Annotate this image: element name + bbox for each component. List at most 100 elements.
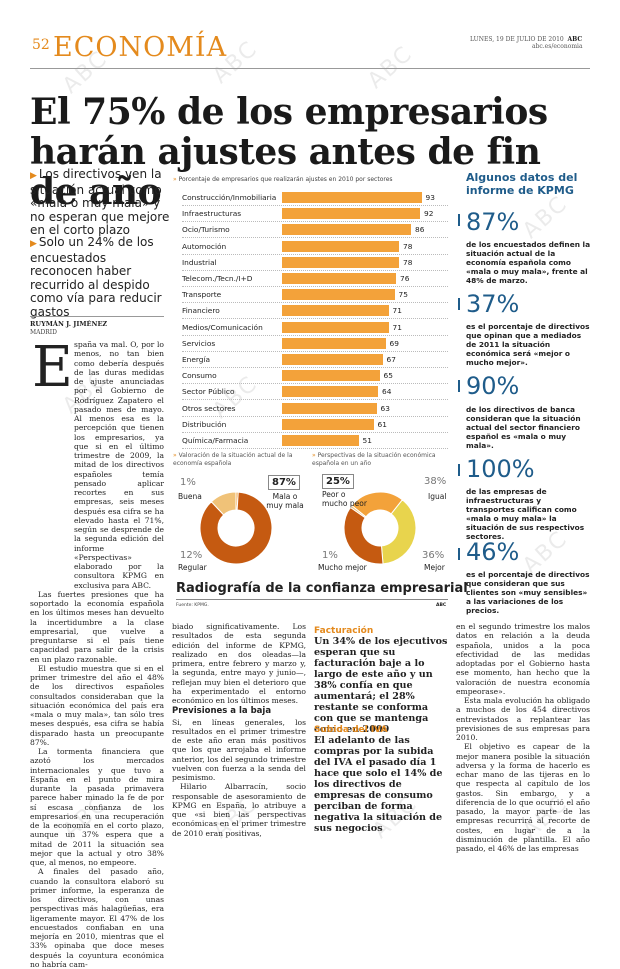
paragraph: spaña va mal. O, por lo menos, no tan bi… [74,340,164,590]
bar-value: 51 [362,436,372,445]
highlight-box-2: Subida del IVA El adelanto de las compra… [314,725,448,834]
bar [282,435,359,446]
pie-1-buena-label: Buena [178,492,202,501]
bar-label: Industrial [182,257,217,267]
bar-value: 78 [403,241,413,251]
bar-row: Energía 67 [182,352,448,368]
bar [282,256,399,268]
paragraph: en el segundo trimestre los malos datos … [456,622,590,696]
sidebar-text: es el porcentaje de directivos que consi… [466,570,590,615]
bar-label: Energía [182,355,211,364]
headline: El 75% de los empresarios harán ajustes … [30,91,548,213]
pie-1-title: » Valoración de la situación actual de l… [173,452,293,467]
bar [282,305,389,317]
bar-row: Ocio/Turismo 86 [182,222,448,239]
bar-value: 93 [425,193,435,202]
subheading: Previsiones a la baja [172,706,272,717]
section-title: ECONOMÍA [53,32,228,63]
pie-2-donut [343,491,417,565]
pie-2 [343,491,417,565]
pie-1-regular-pct: 12% [180,550,203,561]
pie-2-mejor-label: Mejor [424,563,445,572]
bar-value: 65 [383,371,393,381]
page-number: 52 [32,37,50,53]
bar-label: Construcción/Inmobiliaria [182,193,277,202]
bar-label: Otros sectores [182,403,236,413]
bar-value: 64 [382,387,392,397]
bar-value: 71 [392,322,402,332]
sidebar-text: de los directivos de banca consideran qu… [466,405,581,450]
bar [282,386,378,398]
bar-label: Ocio/Turismo [182,225,230,235]
bar-label: Consumo [182,371,217,381]
sidebar-title: Algunos datos del informe de KPMG [466,171,578,197]
paragraph: La tormenta financiera que azotó los mer… [30,747,164,867]
bar [282,192,422,203]
sidebar-stat: 46% [466,538,520,566]
sidebar-stat: 100% [466,455,535,483]
pie-1-mala-label: Mala o muy mala [266,492,304,510]
box-lead: Un 34% de los ejecutivos esperan que su … [314,636,448,735]
bar [282,273,396,284]
bar-row: Construcción/Inmobiliaria 93 [182,190,448,206]
pie-1-regular-label: Regular [178,563,207,572]
bar-label: Distribución [182,419,227,429]
pie-2-igual-pct: 38% [424,476,447,487]
bar-value: 63 [380,403,390,413]
bar-row: Consumo 65 [182,368,448,385]
paragraph: Las fuertes presiones que ha soportado l… [30,589,164,664]
bar-label: Servicios [182,338,216,348]
paragraph: Hilario Albarracín, socio responsable de… [172,782,306,838]
bar [282,354,383,365]
box-lead: El adelanto de las compras por la subida… [314,735,443,834]
bar-label: Sector Público [182,387,235,397]
brand: ABC [567,36,583,43]
pie-slice [343,506,384,565]
paragraph: Esta mala evolución ha obligado a muchos… [456,696,590,742]
bar-label: Telecom./Tecn./I+D [182,274,253,283]
bar-row: Industrial 78 [182,255,448,271]
article-column-2: biado significativamente. Los resultados… [172,622,306,838]
sidebar-tick [458,548,460,560]
bar-value: 71 [392,306,402,316]
pie-1 [199,491,273,565]
date: LUNES, 19 DE JULIO DE 2010 [470,36,564,43]
bar-label: Automoción [182,241,227,251]
site-url: abc.es/economia [532,43,583,50]
bar-value: 69 [389,338,399,348]
dateline: LUNES, 19 DE JULIO DE 2010 ABC abc.es/ec… [470,36,583,50]
pie-2-peor-label: Peor o mucho peor [322,490,367,508]
bar-value: 86 [415,225,425,235]
paragraph: El objetivo es capear de la mejor manera… [456,742,590,853]
bar-label: Medios/Comunicación [182,322,263,332]
pie-1-donut [199,491,273,565]
pie-2-title: » Perspectivas de la situación económica… [312,452,436,467]
sidebar-tick [458,214,460,226]
bar [282,208,420,220]
bar-value: 61 [377,419,387,429]
bar-row: Automoción 78 [182,239,448,255]
bar-value: 92 [424,209,434,219]
header-rule [30,68,590,69]
byline-rule [30,316,164,317]
pie-slice [380,499,417,565]
bar [282,402,377,414]
pie-1-mala-pct: 87% [268,475,300,490]
graphic-brand: ABC [436,603,447,608]
paragraph: A finales del pasado año, cuando la cons… [30,867,164,969]
bar-label: Química/Farmacia [182,436,249,445]
pie-slice [210,491,237,516]
box-heading: Facturación [314,626,374,636]
sidebar-text: es el porcentaje de directivos que opina… [466,322,590,367]
sidebar-text: de las empresas de infraestructuras y tr… [466,487,585,541]
bar-row: Distribución 61 [182,417,448,433]
pie-slice [199,491,273,565]
bar [282,337,386,349]
graphic-source: Fuente: KPMG. [176,603,209,608]
bar [282,240,399,252]
bar-row: Otros sectores 63 [182,401,448,417]
sidebar-stat: 87% [466,208,520,236]
bar-value: 75 [398,290,408,300]
paragraph: Si, en líneas generales, los resultados … [172,717,306,783]
bar [282,321,389,333]
